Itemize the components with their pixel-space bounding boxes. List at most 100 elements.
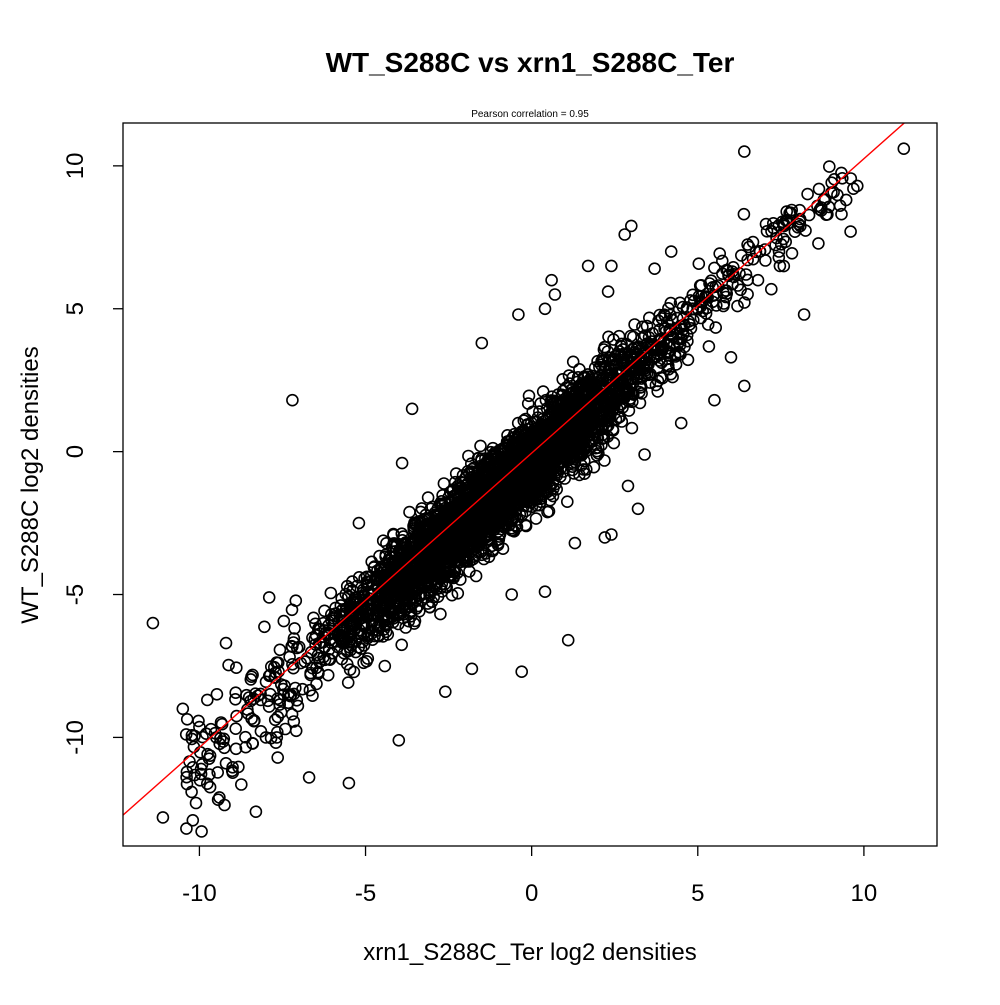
data-point: [473, 522, 487, 535]
data-point: [760, 225, 774, 238]
data-point: [324, 586, 338, 600]
chart-subtitle: Pearson correlation = 0.95: [471, 109, 589, 120]
x-axis: -10 -5 0 5 10: [182, 846, 877, 907]
data-point: [601, 418, 615, 432]
data-point: [201, 777, 214, 791]
data-point: [553, 395, 567, 409]
data-point: [630, 361, 643, 375]
data-point: [573, 379, 586, 393]
data-point: [341, 676, 355, 689]
data-point: [403, 587, 417, 601]
data-point: [194, 762, 208, 776]
data-point: [438, 685, 452, 699]
y-tick-label: -10: [62, 720, 89, 755]
data-point: [640, 319, 654, 333]
data-point: [565, 383, 579, 396]
data-point: [395, 527, 409, 541]
data-point: [283, 650, 296, 664]
data-point: [230, 709, 243, 723]
data-point: [773, 259, 787, 273]
data-point: [392, 733, 406, 747]
data-point: [759, 217, 773, 231]
data-point: [414, 505, 428, 519]
data-point: [459, 549, 473, 563]
data-point: [741, 238, 754, 251]
data-point: [702, 340, 716, 353]
data-point: [818, 193, 832, 206]
y-tick-label: 10: [62, 153, 89, 180]
data-point: [201, 693, 214, 707]
data-point: [713, 247, 727, 260]
data-point: [677, 318, 691, 331]
data-point: [521, 397, 535, 410]
data-point: [391, 599, 405, 613]
data-point: [404, 605, 418, 619]
data-point: [545, 273, 558, 287]
data-point: [176, 702, 190, 716]
data-point: [289, 594, 303, 608]
data-point: [523, 432, 537, 446]
data-point: [505, 524, 519, 537]
data-point: [465, 662, 479, 676]
data-point: [731, 279, 745, 292]
data-point: [225, 764, 239, 778]
data-point: [522, 389, 536, 403]
data-point: [403, 505, 416, 519]
data-point: [638, 329, 652, 342]
data-point: [777, 219, 791, 233]
data-point: [647, 350, 661, 364]
data-point: [621, 479, 635, 493]
data-point: [367, 561, 381, 574]
data-point: [423, 536, 436, 550]
data-point: [585, 369, 599, 383]
data-point: [391, 594, 404, 608]
data-point: [536, 437, 550, 450]
x-tick-label: -10: [182, 880, 217, 907]
data-point: [746, 252, 760, 266]
data-point: [769, 238, 782, 252]
data-point: [664, 245, 678, 258]
y-axis-label: WT_S288C log2 densities: [17, 346, 44, 623]
data-point: [302, 771, 316, 784]
data-point: [537, 422, 551, 436]
data-point: [692, 257, 706, 271]
data-point: [195, 825, 208, 838]
data-point: [386, 540, 400, 553]
data-point: [791, 221, 805, 234]
data-point: [378, 659, 392, 673]
data-point: [248, 714, 261, 727]
data-point: [334, 628, 348, 642]
data-point: [741, 287, 754, 301]
data-point: [657, 308, 671, 322]
data-point: [734, 249, 748, 262]
data-point: [749, 245, 763, 259]
data-point: [287, 632, 301, 645]
data-point: [772, 251, 786, 264]
data-point: [373, 549, 386, 563]
data-point: [503, 434, 517, 448]
data-point: [219, 756, 233, 770]
data-point: [578, 389, 592, 403]
data-point: [208, 726, 222, 740]
data-point: [421, 579, 435, 592]
data-point: [528, 467, 542, 480]
data-point: [658, 321, 672, 335]
data-point: [194, 767, 208, 781]
data-point: [475, 336, 489, 350]
data-point: [480, 455, 494, 469]
data-point: [511, 430, 525, 444]
data-point: [605, 404, 619, 418]
data-point: [326, 619, 339, 633]
data-point: [699, 307, 713, 320]
data-point: [405, 402, 419, 416]
data-point: [618, 228, 632, 241]
data-point: [567, 416, 581, 430]
data-point: [538, 585, 552, 599]
data-point: [541, 505, 554, 519]
data-point: [535, 457, 549, 471]
data-point: [469, 548, 483, 562]
data-point: [664, 308, 677, 322]
y-tick-label: 5: [62, 302, 89, 315]
data-point: [407, 522, 421, 535]
